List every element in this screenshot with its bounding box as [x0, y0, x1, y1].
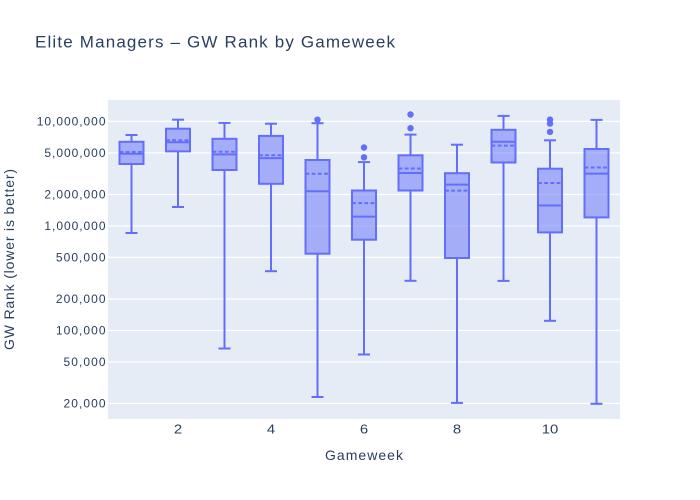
svg-text:100,000: 100,000: [56, 323, 106, 337]
svg-text:20,000: 20,000: [64, 396, 106, 410]
svg-text:1,000,000: 1,000,000: [44, 219, 105, 233]
svg-text:10: 10: [542, 422, 559, 437]
svg-text:50,000: 50,000: [64, 355, 106, 369]
svg-text:4: 4: [267, 422, 275, 437]
svg-text:Gameweek: Gameweek: [325, 447, 404, 463]
svg-text:Elite Managers – GW Rank by Ga: Elite Managers – GW Rank by Gameweek: [35, 33, 396, 52]
svg-text:5,000,000: 5,000,000: [44, 146, 105, 160]
svg-text:8: 8: [453, 422, 461, 437]
svg-text:GW Rank (lower is better): GW Rank (lower is better): [1, 169, 17, 350]
svg-text:6: 6: [360, 422, 368, 437]
svg-text:2,000,000: 2,000,000: [44, 187, 105, 201]
svg-text:200,000: 200,000: [56, 292, 106, 306]
svg-text:10,000,000: 10,000,000: [37, 114, 106, 128]
svg-text:500,000: 500,000: [56, 250, 106, 264]
svg-text:2: 2: [174, 422, 182, 437]
